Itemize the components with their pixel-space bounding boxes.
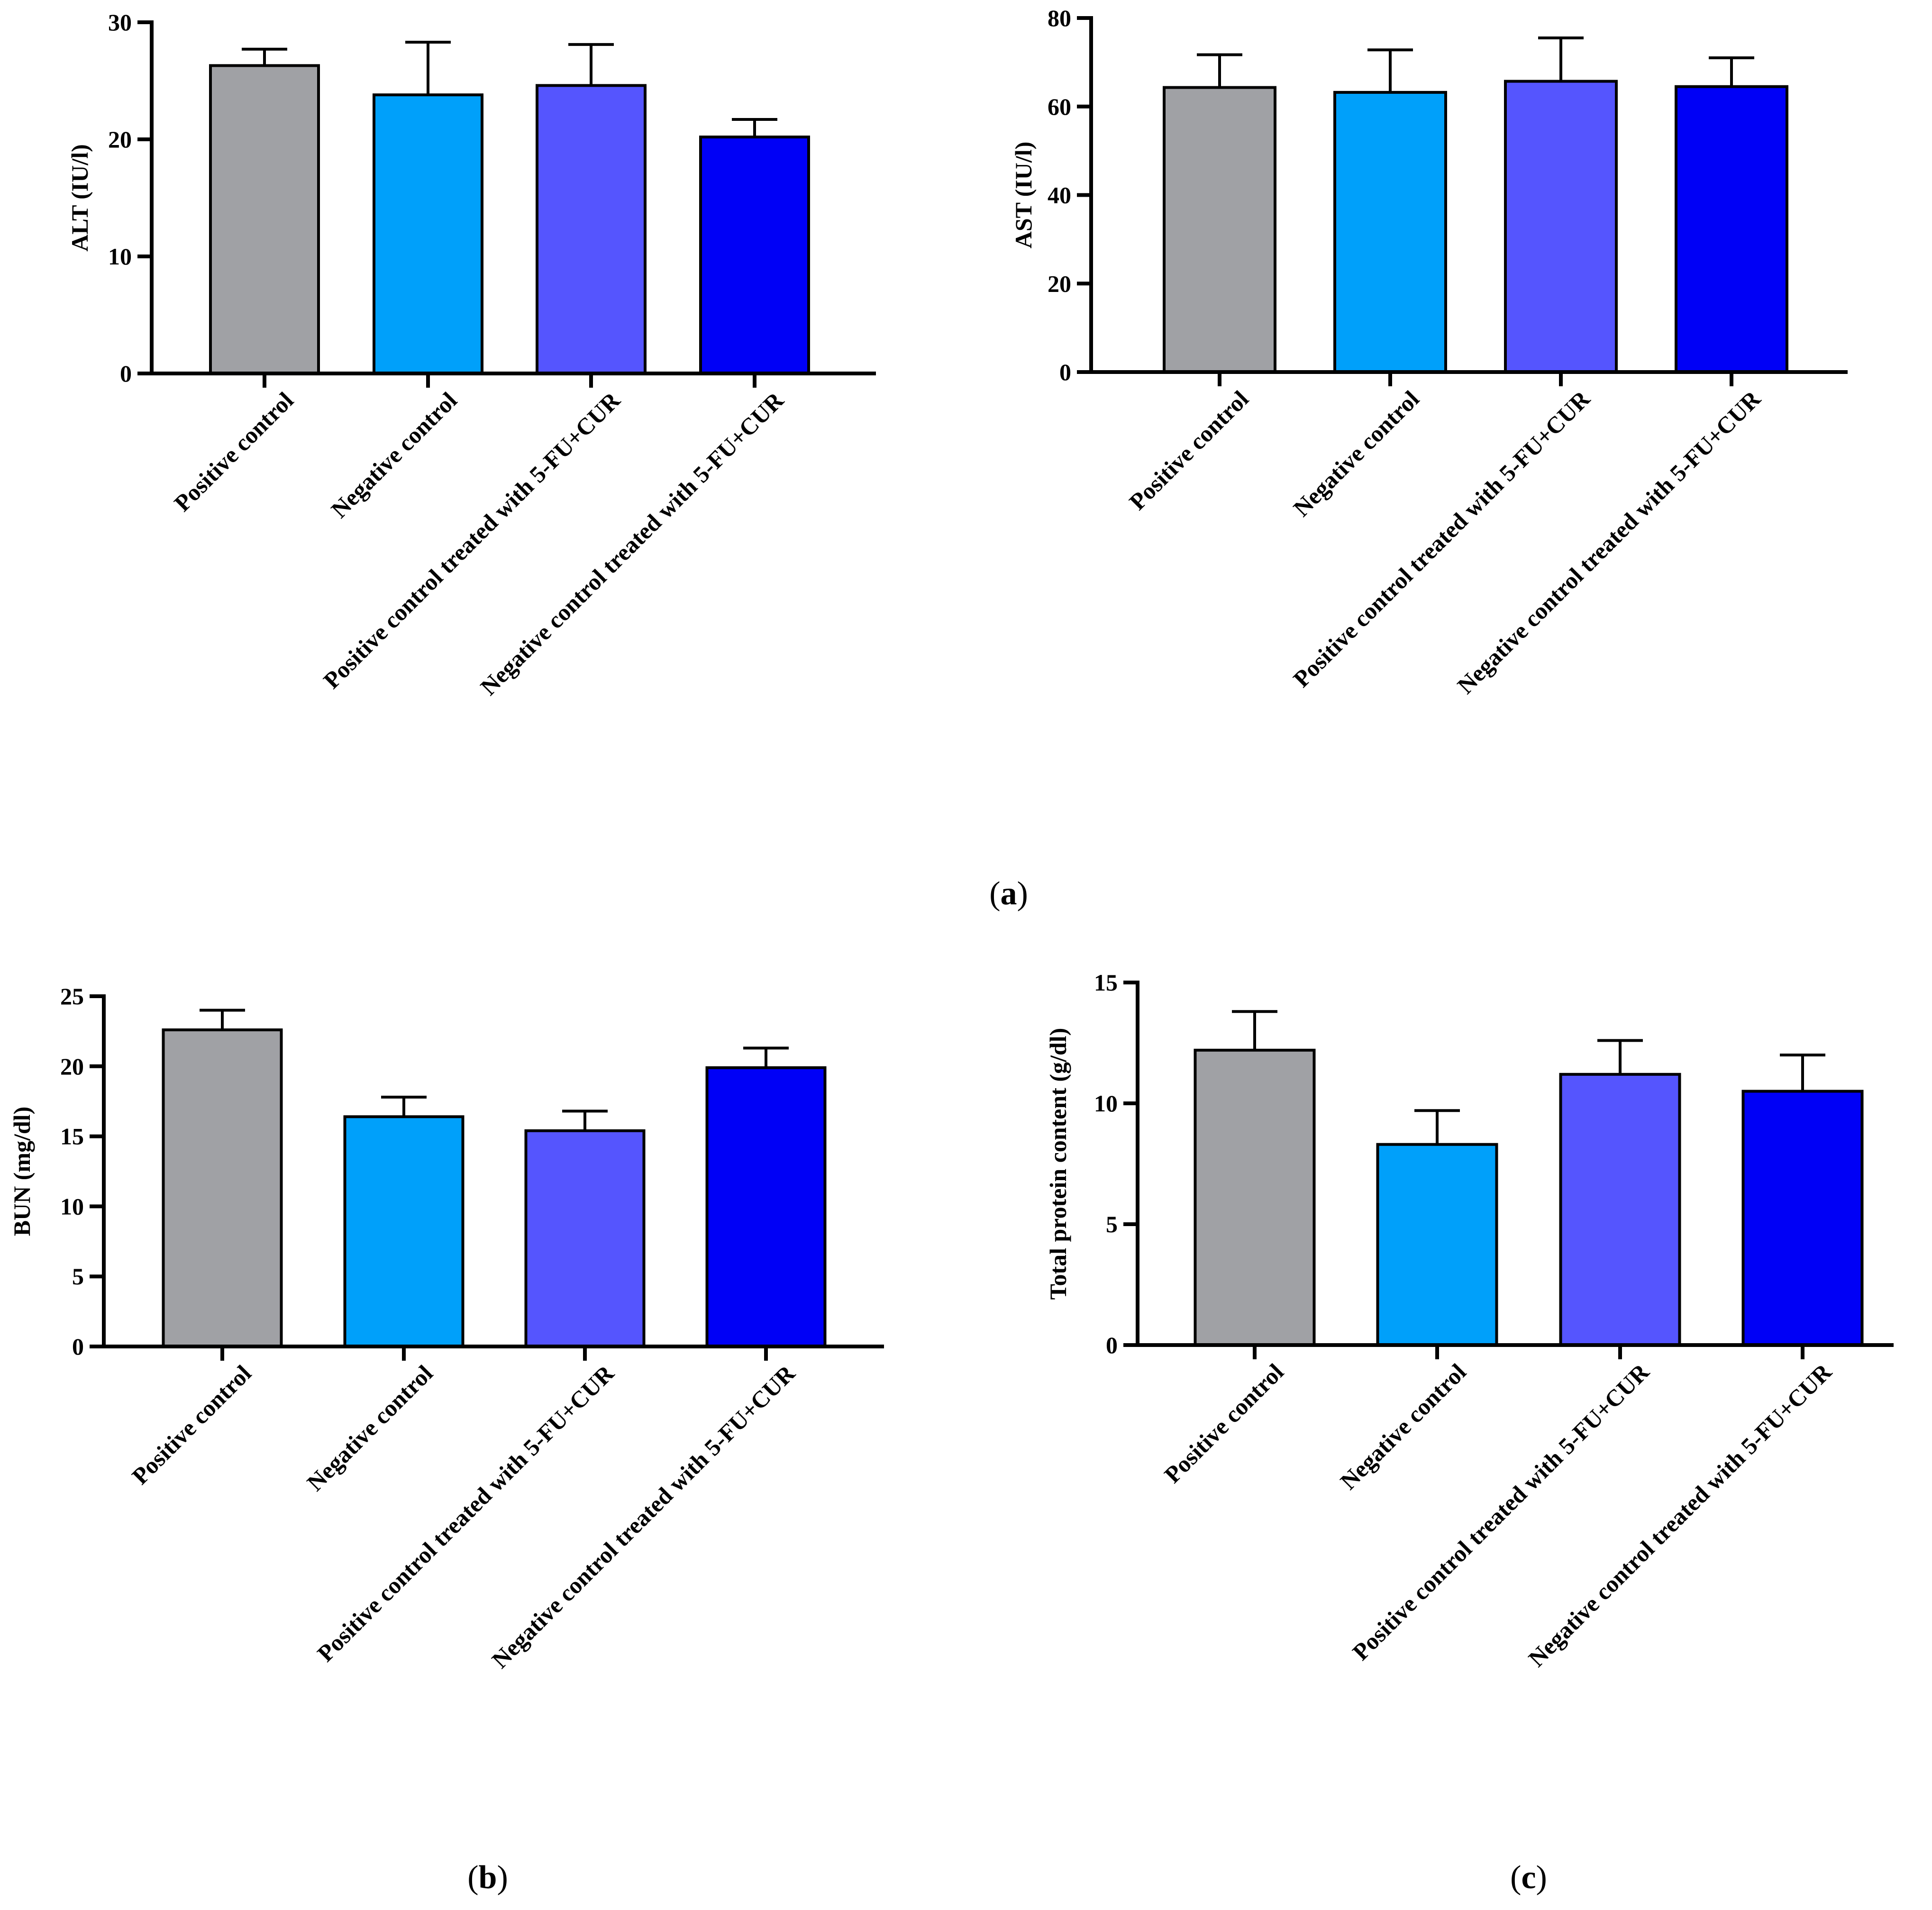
y-tick-label: 5 bbox=[72, 1263, 84, 1290]
y-tick-label: 20 bbox=[60, 1053, 84, 1080]
panel-label-c: (c) bbox=[1510, 1859, 1547, 1896]
y-tick-label: 20 bbox=[1048, 270, 1071, 297]
bar bbox=[1741, 1090, 1864, 1346]
bar bbox=[373, 93, 483, 375]
y-tick-label: 10 bbox=[1094, 1090, 1118, 1117]
panel-label-a: (a) bbox=[989, 875, 1028, 912]
bar bbox=[1675, 85, 1788, 373]
bar bbox=[1163, 86, 1276, 373]
y-tick-label: 40 bbox=[1048, 182, 1071, 209]
y-tick-label: 10 bbox=[60, 1193, 84, 1219]
bar bbox=[162, 1028, 283, 1348]
bar bbox=[705, 1066, 827, 1348]
y-axis-label: Total protein content (g/dl) bbox=[1045, 1028, 1071, 1300]
y-tick-label: 60 bbox=[1048, 93, 1071, 120]
y-tick-label: 0 bbox=[120, 360, 132, 387]
bar bbox=[1504, 80, 1618, 373]
y-tick-label: 25 bbox=[60, 983, 84, 1010]
bar bbox=[343, 1115, 465, 1348]
bar bbox=[1559, 1073, 1681, 1347]
y-tick-label: 20 bbox=[108, 126, 132, 153]
bar bbox=[699, 136, 810, 375]
y-axis-label: ALT (IU/l) bbox=[66, 144, 93, 251]
y-axis-label: AST (IU/l) bbox=[1010, 142, 1037, 249]
y-tick-label: 10 bbox=[108, 243, 132, 270]
y-tick-label: 15 bbox=[1094, 969, 1118, 996]
bar bbox=[209, 64, 320, 375]
y-tick-label: 30 bbox=[108, 9, 132, 36]
bar bbox=[1376, 1143, 1498, 1346]
y-tick-label: 0 bbox=[1059, 359, 1071, 385]
y-tick-label: 0 bbox=[72, 1333, 84, 1360]
panel-label-b: (b) bbox=[467, 1859, 508, 1896]
bar bbox=[1194, 1048, 1316, 1347]
bar bbox=[536, 84, 647, 375]
y-axis-label: BUN (mg/dl) bbox=[9, 1107, 35, 1237]
y-tick-label: 0 bbox=[1106, 1332, 1118, 1358]
y-tick-label: 15 bbox=[60, 1123, 84, 1150]
bar bbox=[524, 1129, 646, 1348]
y-tick-label: 80 bbox=[1048, 5, 1071, 31]
y-tick-label: 5 bbox=[1106, 1211, 1118, 1237]
bar bbox=[1333, 91, 1447, 373]
